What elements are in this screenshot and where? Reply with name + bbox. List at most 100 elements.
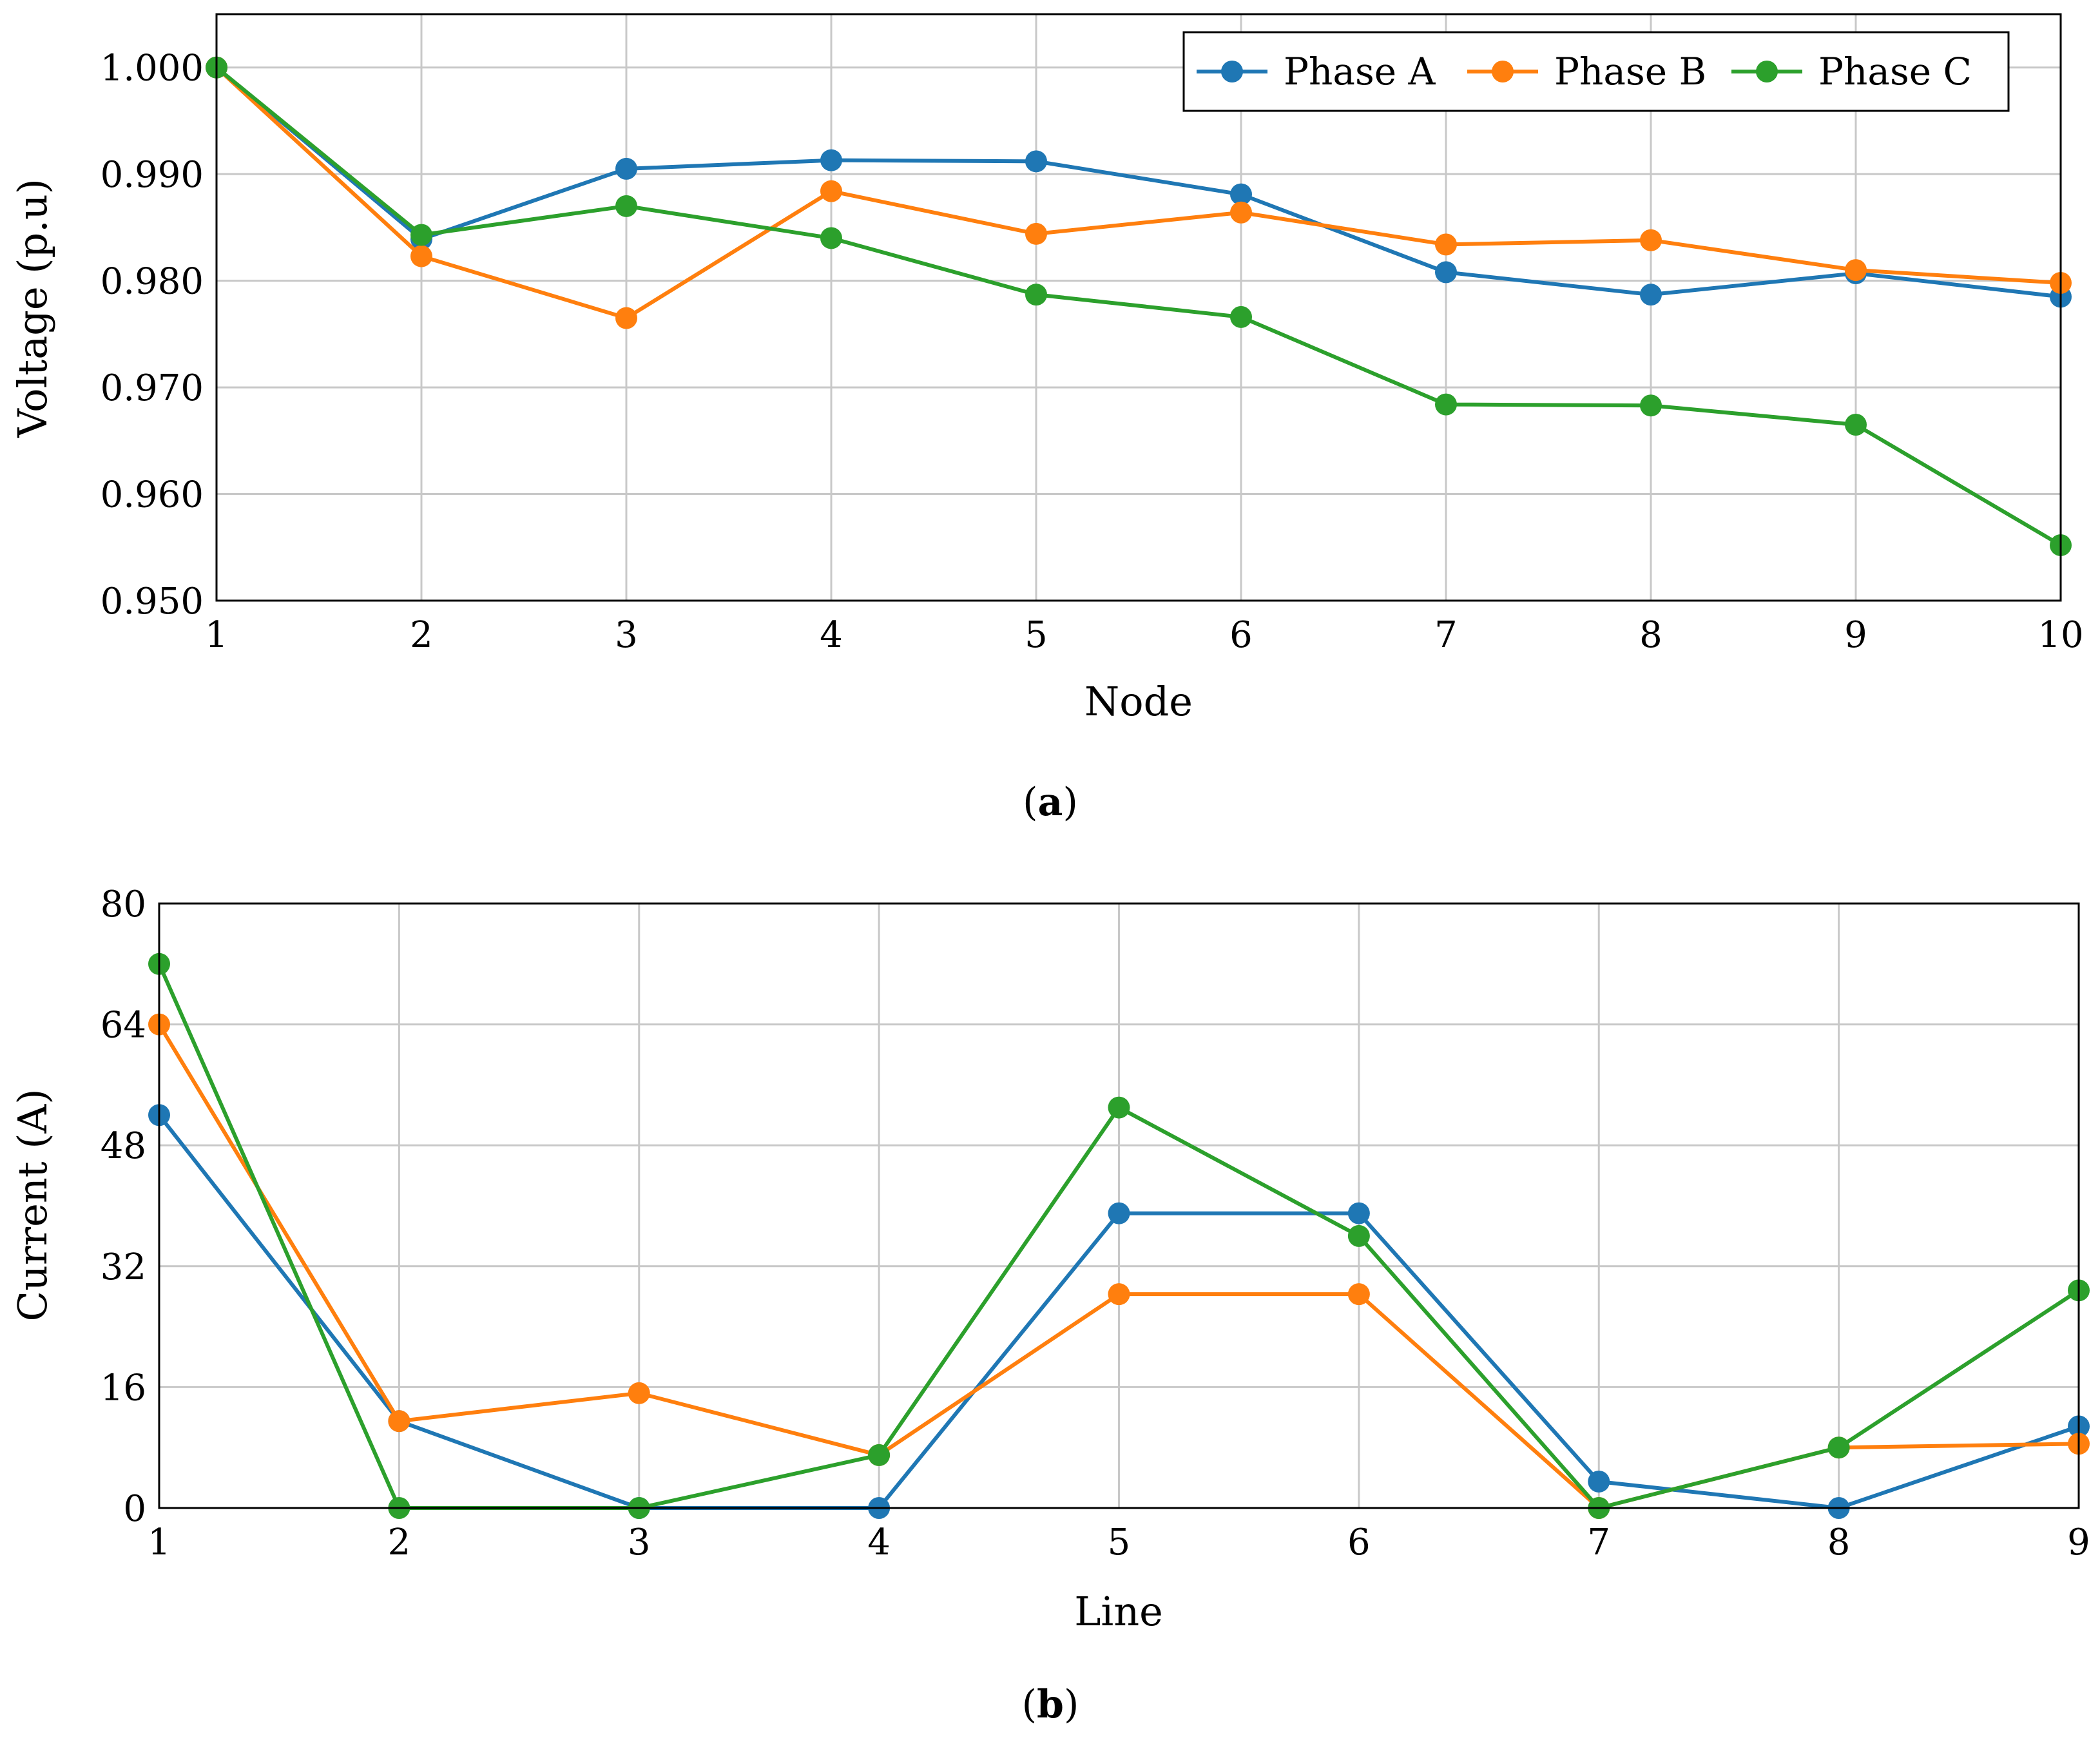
current-plot-frame (158, 902, 2080, 1509)
current-point-phase-b-2 (388, 1410, 410, 1433)
legend-label-phase-c: Phase C (1818, 50, 1972, 93)
current-point-phase-a-7 (1588, 1470, 1610, 1493)
voltage-x-tick-9: 9 (1844, 614, 1867, 656)
voltage-x-tick-2: 2 (410, 614, 433, 656)
voltage-point-phase-b-9 (1845, 259, 1867, 282)
current-x-axis-title: Line (1074, 1588, 1163, 1635)
voltage-point-phase-a-3 (615, 157, 637, 180)
current-point-phase-b-5 (1108, 1283, 1130, 1306)
voltage-point-phase-c-7 (1435, 393, 1457, 416)
voltage-caption-open: ( (1023, 780, 1037, 825)
voltage-x-tick-10: 10 (2037, 614, 2083, 656)
voltage-point-phase-a-5 (1025, 150, 1047, 173)
current-point-phase-c-8 (1827, 1436, 1850, 1459)
current-y-tick-1: 16 (101, 1367, 146, 1409)
voltage-panel: 0.950 0.960 0.970 0.980 0.990 1.000 1 2 3 4 5 6 7 8 9… (9, 13, 2084, 825)
voltage-line-phase-c (215, 66, 2062, 547)
current-x-tick-2: 2 (388, 1522, 411, 1563)
current-panel: 0 16 32 48 64 80 1 2 3 4 5 6 7 8 9 Line Current (A) (… (9, 884, 2090, 1727)
voltage-point-phase-b-6 (1230, 201, 1252, 224)
voltage-x-tick-3: 3 (615, 614, 638, 656)
current-point-phase-a-6 (1347, 1202, 1370, 1224)
voltage-point-phase-c-3 (615, 195, 637, 217)
current-point-phase-c-6 (1347, 1224, 1370, 1247)
voltage-line-phase-a (215, 66, 2061, 299)
voltage-point-phase-b-7 (1435, 233, 1457, 256)
current-caption-close: ) (1064, 1682, 1079, 1727)
voltage-y-ticks: 0.950 0.960 0.970 0.980 0.990 1.000 (101, 48, 204, 623)
current-point-phase-b-3 (628, 1382, 650, 1404)
voltage-caption-letter: a (1038, 780, 1063, 825)
voltage-line-phase-b (215, 66, 2061, 320)
current-x-tick-6: 6 (1347, 1522, 1371, 1563)
voltage-y-tick-3: 0.980 (101, 261, 204, 303)
current-y-tick-5: 80 (101, 884, 146, 925)
current-caption: (b) (1022, 1682, 1079, 1727)
voltage-y-tick-0: 0.950 (101, 581, 204, 623)
voltage-point-phase-c-6 (1230, 305, 1252, 328)
voltage-point-phase-c-5 (1025, 284, 1047, 306)
current-y-tick-3: 48 (101, 1125, 146, 1167)
voltage-x-tick-1: 1 (205, 614, 228, 656)
voltage-y-tick-1: 0.960 (101, 474, 204, 516)
voltage-caption-close: ) (1063, 780, 1077, 825)
current-x-tick-4: 4 (867, 1522, 891, 1563)
voltage-point-phase-b-5 (1025, 222, 1047, 245)
voltage-y-tick-5: 1.000 (101, 48, 204, 90)
voltage-x-tick-6: 6 (1229, 614, 1253, 656)
current-x-tick-1: 1 (148, 1522, 171, 1563)
voltage-caption: (a) (1023, 780, 1078, 825)
current-y-tick-4: 64 (101, 1005, 146, 1047)
voltage-x-tick-8: 8 (1639, 614, 1662, 656)
voltage-point-phase-b-2 (410, 245, 432, 267)
voltage-point-phase-b-4 (820, 180, 842, 202)
current-y-tick-2: 32 (101, 1246, 146, 1288)
current-point-phase-c-5 (1108, 1096, 1130, 1119)
current-point-phase-b-6 (1347, 1283, 1370, 1306)
voltage-point-phase-a-6 (1230, 183, 1252, 206)
current-point-phase-c-4 (868, 1444, 891, 1466)
legend-label-phase-b: Phase B (1554, 50, 1706, 93)
current-x-ticks: 1 2 3 4 5 6 7 8 9 (148, 1522, 2090, 1563)
current-x-tick-5: 5 (1108, 1522, 1131, 1563)
legend-box (1182, 31, 2010, 112)
voltage-x-tick-4: 4 (820, 614, 843, 656)
voltage-y-axis-title: Voltage (p.u) (9, 179, 56, 438)
voltage-y-tick-2: 0.970 (101, 367, 204, 409)
legend-label-phase-a: Phase A (1284, 50, 1436, 93)
voltage-point-phase-b-3 (615, 307, 637, 329)
current-x-tick-3: 3 (628, 1522, 651, 1563)
current-caption-open: ( (1022, 1682, 1037, 1727)
voltage-point-phase-a-8 (1640, 284, 1662, 306)
legend-entry-phase-a: Phase A (1197, 50, 1436, 93)
legend-marker-phase-a (1221, 61, 1243, 82)
voltage-point-phase-c-8 (1640, 394, 1662, 417)
current-caption-letter: b (1037, 1682, 1064, 1727)
voltage-x-tick-7: 7 (1434, 614, 1458, 656)
voltage-point-phase-b-8 (1640, 229, 1662, 251)
legend: Phase A Phase B Phase C (1182, 31, 2010, 112)
current-y-ticks: 0 16 32 48 64 80 (101, 884, 146, 1530)
current-y-tick-0: 0 (123, 1488, 146, 1530)
voltage-point-phase-a-4 (820, 149, 842, 171)
voltage-point-phase-c-4 (820, 227, 842, 249)
legend-marker-phase-c (1756, 61, 1778, 82)
voltage-x-tick-5: 5 (1025, 614, 1048, 656)
voltage-plot-frame (215, 13, 2062, 602)
legend-entry-phase-b: Phase B (1467, 50, 1706, 93)
voltage-point-phase-c-2 (410, 224, 432, 246)
voltage-x-ticks: 1 2 3 4 5 6 7 8 9 10 (205, 614, 2083, 656)
voltage-point-phase-a-7 (1435, 261, 1457, 284)
current-point-phase-a-5 (1108, 1202, 1130, 1224)
current-x-tick-9: 9 (2067, 1522, 2090, 1563)
current-x-tick-7: 7 (1587, 1522, 1610, 1563)
legend-entry-phase-c: Phase C (1731, 50, 1972, 93)
voltage-x-axis-title: Node (1084, 678, 1193, 725)
voltage-point-phase-c-9 (1845, 414, 1867, 436)
voltage-y-tick-4: 0.990 (101, 154, 204, 196)
legend-marker-phase-b (1492, 61, 1514, 82)
current-x-tick-8: 8 (1827, 1522, 1851, 1563)
current-y-axis-title: Current (A) (9, 1088, 56, 1321)
